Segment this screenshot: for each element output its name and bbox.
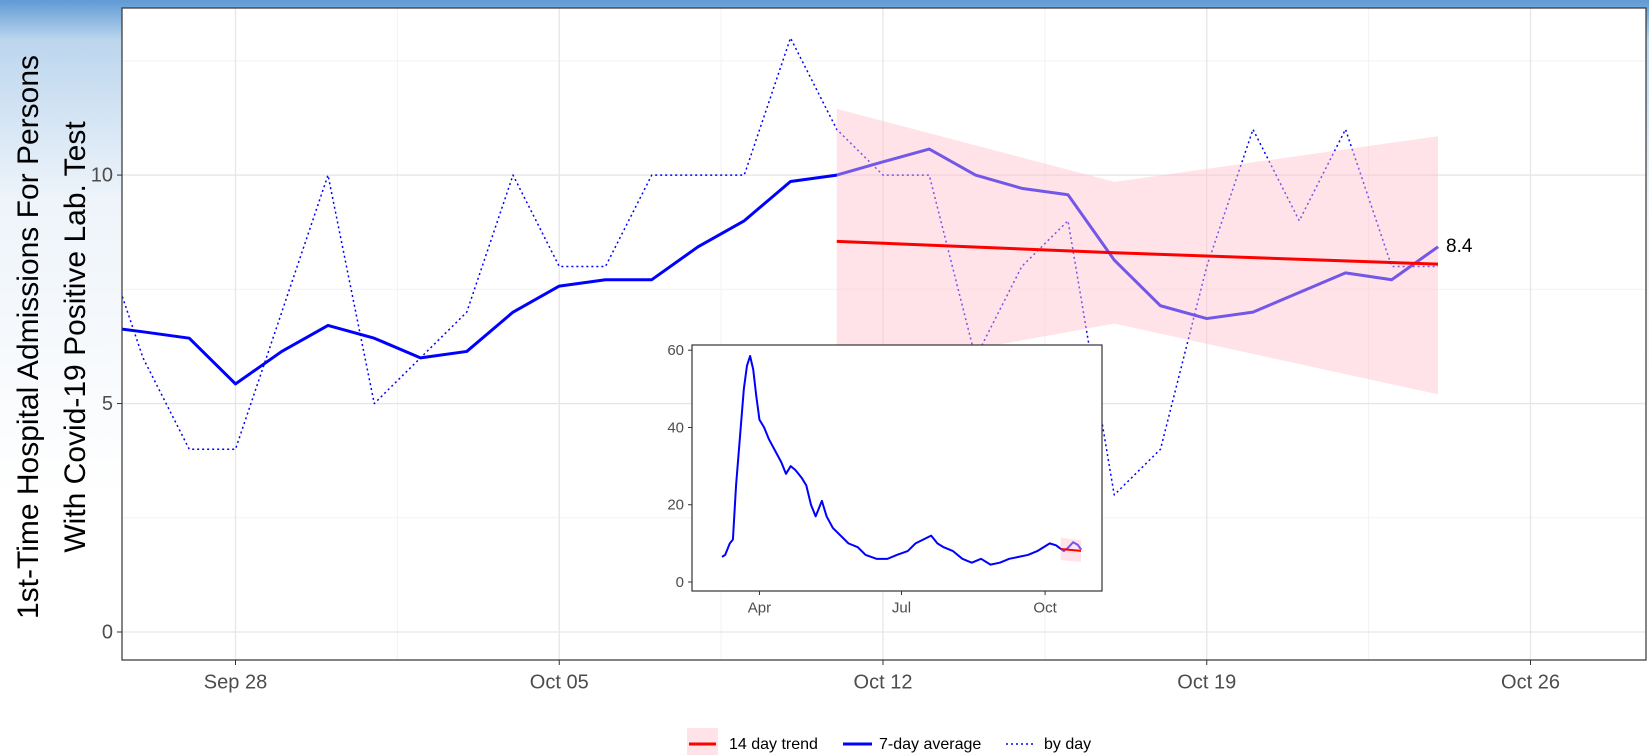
inset-background bbox=[692, 345, 1102, 591]
legend-label: 14 day trend bbox=[729, 736, 818, 753]
x-tick-label: Oct 12 bbox=[854, 671, 913, 693]
trend-band bbox=[836, 108, 1438, 395]
legend-band-key bbox=[687, 728, 718, 755]
inset-border bbox=[691, 344, 1103, 592]
x-tick-label: Sep 28 bbox=[204, 671, 267, 693]
series-line bbox=[122, 147, 1439, 386]
legend-label: by day bbox=[1044, 736, 1091, 753]
legend-label: 7-day average bbox=[879, 736, 981, 753]
legend: 14 day trend 7-day average by day bbox=[687, 728, 1091, 755]
inset-plot bbox=[721, 355, 1082, 566]
trend-line bbox=[1060, 547, 1082, 552]
y-axis-title: 1st-Time Hospital Admissions For Persons bbox=[12, 55, 45, 619]
series-line bbox=[721, 355, 1082, 566]
x-tick-label: Oct 26 bbox=[1501, 671, 1560, 693]
plot-border bbox=[121, 7, 1647, 661]
y-tick-label: 20 bbox=[667, 497, 684, 514]
y-axis-title: With Covid-19 Positive Lab. Test bbox=[59, 121, 92, 553]
series-line bbox=[122, 37, 1438, 496]
y-tick-label: 60 bbox=[667, 342, 684, 359]
main-plot bbox=[122, 8, 1646, 660]
x-tick-label: Apr bbox=[748, 599, 771, 616]
x-tick-label: Oct 05 bbox=[530, 671, 589, 693]
y-tick-label: 0 bbox=[676, 574, 684, 591]
value-label: 8.4 bbox=[1446, 236, 1473, 257]
x-tick-label: Oct 19 bbox=[1177, 671, 1236, 693]
inset-axes: 0 20 40 60 Apr Jul Oct bbox=[667, 342, 1057, 616]
y-tick-label: 5 bbox=[102, 393, 113, 415]
x-tick-label: Jul bbox=[892, 599, 911, 616]
y-tick-label: 0 bbox=[102, 621, 113, 643]
y-tick-label: 40 bbox=[667, 419, 684, 436]
trend-line bbox=[836, 239, 1439, 266]
main-axes: 0 5 10 Sep 28 Oct 05 Oct 12 Oct 19 Oct 26 8.4 bbox=[91, 164, 1560, 693]
x-tick-label: Oct bbox=[1033, 599, 1057, 616]
y-tick-label: 10 bbox=[91, 164, 113, 186]
